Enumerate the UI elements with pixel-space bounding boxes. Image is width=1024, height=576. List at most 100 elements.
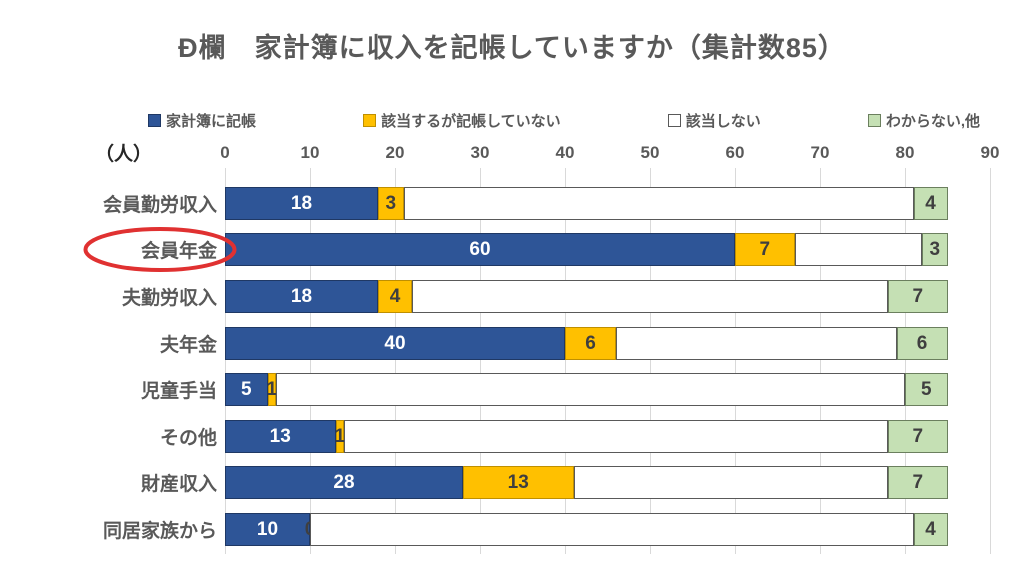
axis-tick-label: 10 — [300, 143, 320, 162]
bar-segment — [616, 326, 897, 360]
bar-track: 18 3 4 — [225, 186, 990, 220]
bar-segment: 28 — [225, 466, 463, 500]
category-label: その他 — [159, 427, 217, 449]
bar-segment: 3 — [922, 233, 948, 267]
bar-segment — [403, 186, 914, 220]
value-label: 4 — [925, 518, 936, 540]
legend-label: わからない,他 — [885, 113, 980, 130]
bar-segment — [310, 512, 914, 546]
gridline — [225, 168, 226, 554]
bar-segment — [412, 279, 888, 313]
bar-segment: 7 — [735, 233, 795, 267]
bar-segment: 5 — [225, 373, 268, 407]
value-label: 7 — [759, 239, 771, 261]
bar-segment: 3 — [378, 186, 404, 220]
value-label: 1 — [334, 425, 346, 447]
axis-tick-label: 90 — [980, 143, 1000, 162]
gridline — [990, 168, 991, 554]
value-label: 10 — [256, 518, 279, 540]
value-label: 4 — [389, 285, 401, 307]
value-label: 28 — [333, 472, 355, 494]
axis-unit-label: （人） — [95, 144, 153, 165]
gridline — [905, 168, 906, 554]
bar-segment: 10 — [225, 512, 310, 546]
bar-segment: 6 — [896, 326, 948, 360]
legend-label: 家計簿に記帳 — [166, 113, 257, 130]
bar-rows: 会員勤労収入 18 3 4 会員年金 60 7 3 夫勤労収入 18 4 7 夫年金 40 6 6 児童手当 5 1… — [0, 180, 1024, 553]
bar-segment: 18 — [225, 186, 378, 220]
value-label: 7 — [912, 472, 924, 494]
value-label: 40 — [384, 332, 406, 354]
axis-tick-label: 80 — [895, 143, 915, 162]
bar-segment: 4 — [913, 186, 948, 220]
legend-swatch-icon — [363, 114, 377, 127]
axis-tick-label: 20 — [385, 143, 405, 162]
value-label: 5 — [240, 379, 252, 401]
category-label: 会員勤労収入 — [102, 194, 217, 216]
bar-segment: 13 — [225, 419, 336, 453]
value-label: 18 — [290, 285, 313, 307]
bar-segment: 5 — [905, 373, 948, 407]
gridline — [650, 168, 651, 554]
bar-segment — [276, 373, 905, 407]
bar-track: 13 1 7 — [225, 419, 990, 453]
value-label: 18 — [290, 192, 313, 214]
bar-track: 18 4 7 — [225, 279, 990, 313]
gridline — [735, 168, 736, 554]
chart-row: 財産収入 28 13 7 — [0, 460, 1024, 507]
chart-row: その他 13 1 7 — [0, 413, 1024, 460]
bar-segment — [794, 233, 922, 267]
gridline — [565, 168, 566, 554]
category-label: 夫勤労収入 — [121, 287, 217, 309]
bar-segment: 40 — [225, 326, 565, 360]
chart-row: 会員年金 60 7 3 — [0, 227, 1024, 274]
axis-tick-label: 30 — [470, 143, 490, 162]
highlight-ellipse-annotation — [83, 227, 237, 272]
axis-tick-label: 40 — [555, 143, 575, 162]
bar-track: 60 7 3 — [225, 233, 990, 267]
chart-title: Đ欄 家計簿に収入を記帳していますか（集計数85） — [178, 33, 846, 63]
axis-tick-label: 60 — [725, 143, 745, 162]
legend-swatch-icon — [667, 114, 681, 127]
bar-segment: 1 — [334, 419, 346, 453]
category-label: 会員年金 — [140, 241, 217, 263]
axis-tick-label: 70 — [810, 143, 830, 162]
value-label: 60 — [469, 239, 491, 261]
red-ellipse — [83, 227, 237, 272]
chart-legend: 家計簿に記帳 該当するが記帳していない 該当しない わからない,他 — [148, 110, 980, 131]
axis-tick-label: 50 — [640, 143, 660, 162]
value-label: 13 — [507, 472, 529, 494]
value-label: 5 — [920, 379, 932, 401]
legend-swatch-icon — [148, 114, 161, 127]
bar-segment: 13 — [463, 466, 574, 500]
bar-segment: 7 — [888, 419, 948, 453]
gridline — [480, 168, 481, 554]
value-label: 13 — [269, 425, 291, 447]
bar-segment: 7 — [888, 279, 948, 313]
value-label: 3 — [929, 239, 941, 261]
chart-row: 児童手当 5 1 5 — [0, 366, 1024, 413]
chart-row: 夫勤労収入 18 4 7 — [0, 273, 1024, 320]
category-label: 夫年金 — [159, 334, 217, 356]
legend-item: 該当しない — [667, 110, 761, 131]
legend-swatch-icon — [867, 114, 881, 127]
category-label: 児童手当 — [140, 381, 217, 403]
chart-row: 同居家族から 1004 — [0, 506, 1024, 553]
value-label: 7 — [912, 285, 924, 307]
bar-segment: 4 — [378, 279, 412, 313]
bar-segment — [573, 466, 888, 500]
bar-segment — [344, 419, 888, 453]
gridlines — [225, 168, 991, 554]
x-axis-ticks: 0 10 20 30 40 50 60 70 80 90 — [220, 143, 999, 165]
bar-segment: 4 — [913, 512, 948, 546]
gridline — [310, 168, 311, 554]
legend-label: 該当しない — [685, 113, 761, 130]
bar-segment: 7 — [888, 466, 948, 500]
category-label: 同居家族から — [102, 520, 217, 542]
chart-row: 夫年金 40 6 6 — [0, 320, 1024, 367]
axis-tick-label: 0 — [220, 143, 230, 162]
bar-track: 1004 — [225, 512, 990, 546]
value-label: 6 — [916, 332, 928, 354]
